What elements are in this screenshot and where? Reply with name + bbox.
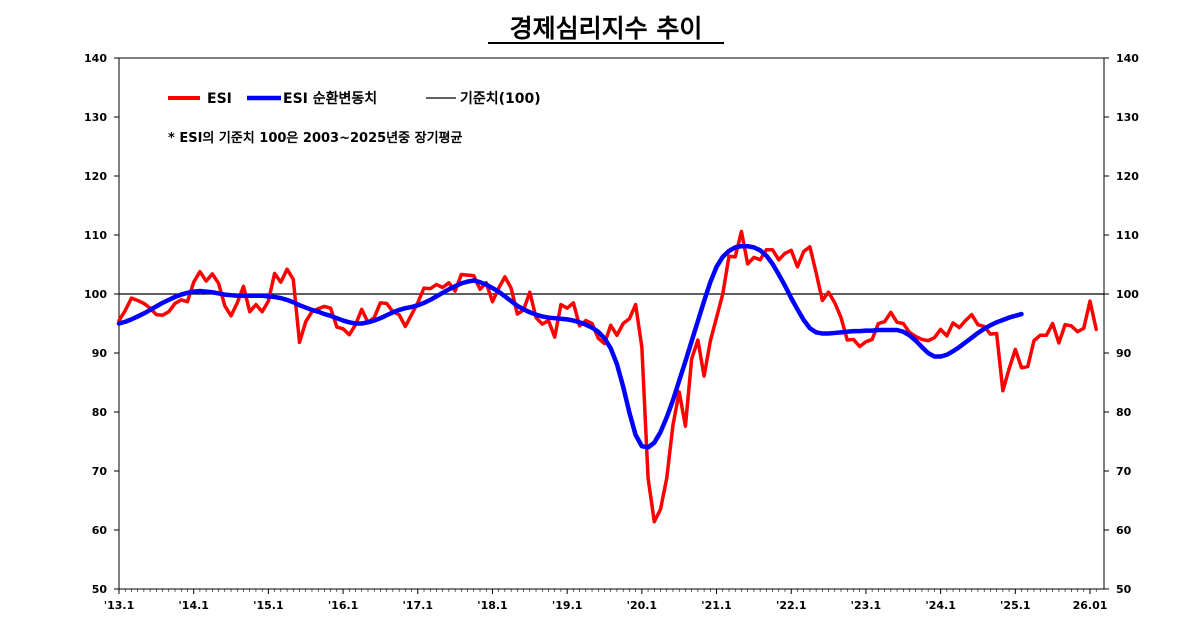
x-tick-label: '24.1	[925, 599, 956, 612]
y-tick-label-right: 80	[1116, 406, 1132, 419]
y-tick-label-left: 130	[84, 111, 107, 124]
x-tick-label: '22.1	[776, 599, 807, 612]
y-tick-label-right: 130	[1116, 111, 1139, 124]
chart-title: 경제심리지수 추이	[510, 14, 703, 43]
series-line-esi-cycle	[116, 243, 1024, 450]
y-tick-label-right: 70	[1116, 465, 1132, 478]
legend-label-baseline: 기준치(100)	[460, 91, 541, 107]
y-tick-label-left: 60	[92, 524, 108, 537]
x-tick-label: '13.1	[104, 599, 135, 612]
x-tick-label: '19.1	[552, 599, 583, 612]
x-tick-label: '21.1	[701, 599, 732, 612]
y-axis-right: 50 60 70 80 90 100 110 120 130 140	[1104, 52, 1139, 596]
y-tick-label-left: 80	[92, 406, 108, 419]
x-tick-label: '15.1	[253, 599, 284, 612]
x-tick-label: '25.1	[1000, 599, 1031, 612]
x-tick-label: '14.1	[178, 599, 209, 612]
y-tick-label-right: 140	[1116, 52, 1139, 65]
x-tick-label: '16.1	[328, 599, 359, 612]
x-tick-label: '20.1	[627, 599, 658, 612]
y-tick-label-left: 50	[92, 583, 108, 596]
x-axis: '13.1 '14.1 '15.1 '16.1 '17.1 '18.1 '19.1 '20.1…	[104, 589, 1108, 612]
y-tick-label-right: 100	[1116, 288, 1139, 301]
y-tick-label-right: 60	[1116, 524, 1132, 537]
y-tick-label-right: 50	[1116, 583, 1132, 596]
x-tick-label: '17.1	[403, 599, 434, 612]
y-tick-label-left: 100	[84, 288, 107, 301]
y-tick-label-left: 140	[84, 52, 107, 65]
y-tick-label-left: 70	[92, 465, 108, 478]
y-tick-label-right: 120	[1116, 170, 1139, 183]
y-axis-left: 50 60 70 80 90 100 110 120 130 140	[84, 52, 119, 596]
y-tick-label-right: 90	[1116, 347, 1132, 360]
legend: ESI ESI 순환변동치 기준치(100)	[168, 90, 541, 107]
chart-note: * ESI의 기준치 100은 2003~2025년중 장기평균	[168, 130, 462, 146]
x-tick-label: '23.1	[851, 599, 882, 612]
legend-label-esi: ESI	[207, 91, 232, 107]
y-tick-label-left: 90	[92, 347, 108, 360]
y-tick-label-left: 110	[84, 229, 107, 242]
y-tick-label-left: 120	[84, 170, 107, 183]
x-tick-label: 26.01	[1073, 599, 1108, 612]
x-tick-label: '18.1	[477, 599, 508, 612]
legend-label-esi-cycle: ESI 순환변동치	[283, 90, 377, 107]
series-line-esi	[117, 229, 1098, 524]
y-tick-label-right: 110	[1116, 229, 1139, 242]
